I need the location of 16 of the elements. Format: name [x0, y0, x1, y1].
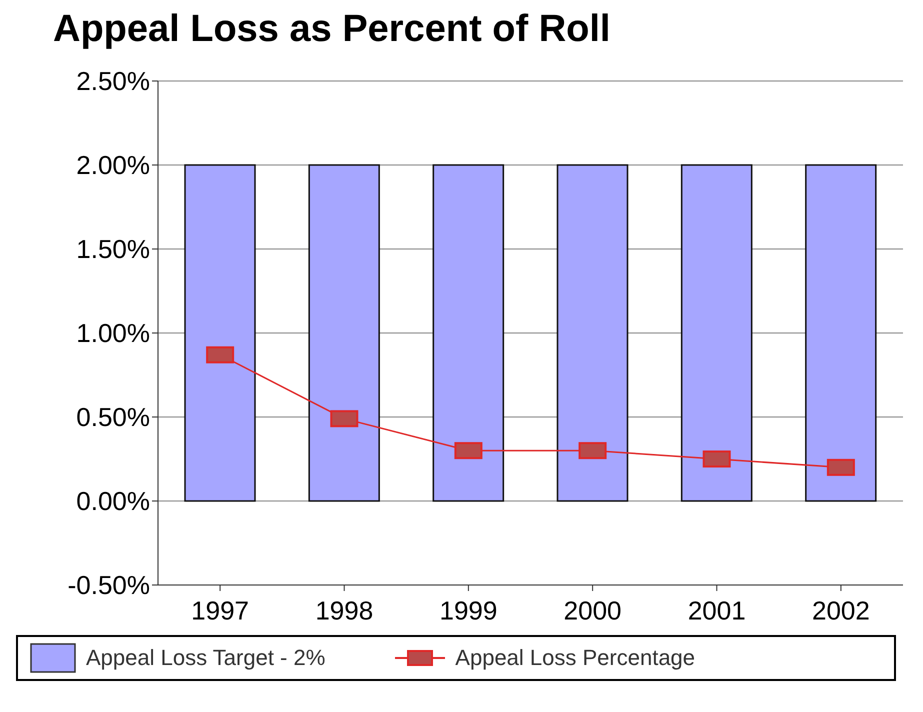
x-tick-label: 1997 — [191, 595, 250, 626]
legend-label: Appeal Loss Percentage — [455, 645, 696, 671]
y-tick-label: 2.00% — [76, 150, 150, 180]
x-tick-label: 2002 — [812, 595, 870, 626]
y-tick-label: -0.50% — [68, 570, 150, 600]
x-tick-label: 2000 — [564, 595, 622, 626]
chart-title: Appeal Loss as Percent of Roll — [53, 8, 612, 51]
y-tick-label: 2.50% — [76, 66, 150, 96]
x-tick-label: 1999 — [439, 595, 498, 626]
y-tick-label: 0.50% — [76, 402, 150, 432]
y-tick-label: 0.00% — [76, 486, 150, 516]
x-tick-label: 2001 — [688, 595, 746, 626]
y-tick-label: 1.50% — [76, 234, 150, 264]
legend-label: Appeal Loss Target - 2% — [86, 645, 326, 671]
x-tick-label: 1998 — [315, 595, 374, 626]
y-tick-label: 1.00% — [76, 318, 150, 348]
